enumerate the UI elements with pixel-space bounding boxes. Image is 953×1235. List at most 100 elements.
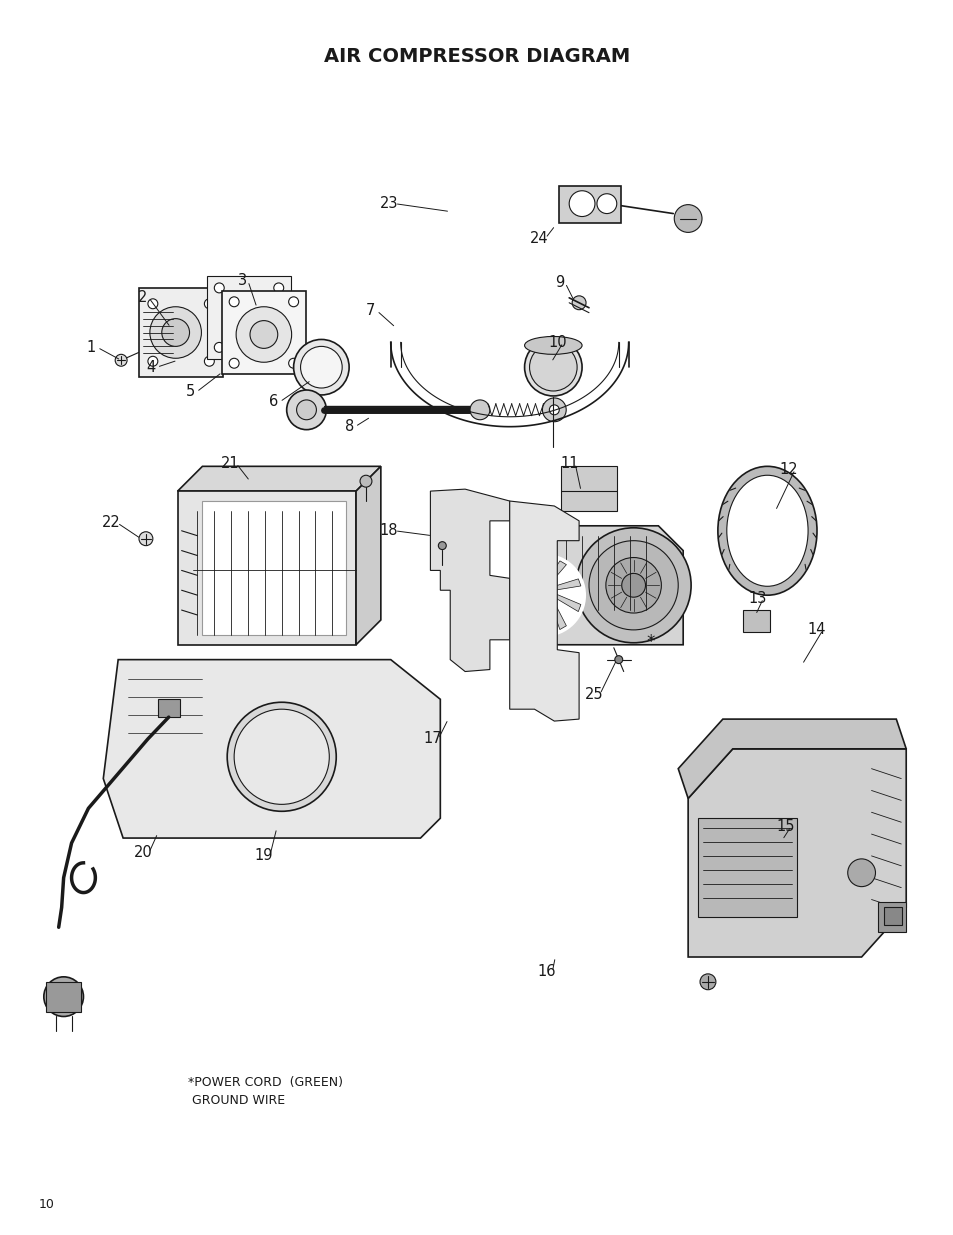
- Polygon shape: [513, 603, 540, 622]
- Circle shape: [588, 541, 678, 630]
- Text: 11: 11: [559, 456, 578, 471]
- Circle shape: [569, 190, 595, 216]
- Circle shape: [597, 194, 617, 214]
- Text: 13: 13: [747, 590, 766, 605]
- Bar: [139, 288, 223, 377]
- Text: 17: 17: [422, 731, 441, 746]
- Circle shape: [572, 296, 585, 310]
- Circle shape: [674, 205, 701, 232]
- Ellipse shape: [529, 343, 577, 391]
- Polygon shape: [543, 561, 566, 585]
- Text: 12: 12: [780, 462, 798, 477]
- Circle shape: [534, 585, 554, 605]
- Circle shape: [223, 291, 278, 347]
- Circle shape: [233, 709, 329, 804]
- Circle shape: [437, 542, 446, 550]
- Circle shape: [470, 400, 490, 420]
- Text: 15: 15: [775, 819, 794, 834]
- Circle shape: [359, 475, 372, 487]
- Text: 10: 10: [547, 335, 566, 350]
- Polygon shape: [534, 558, 541, 588]
- Circle shape: [204, 299, 214, 309]
- Circle shape: [229, 296, 239, 306]
- Text: 19: 19: [254, 848, 273, 863]
- Circle shape: [148, 299, 157, 309]
- Polygon shape: [103, 659, 440, 839]
- Circle shape: [621, 573, 645, 598]
- Text: 20: 20: [133, 846, 152, 861]
- Circle shape: [44, 977, 83, 1016]
- Ellipse shape: [726, 475, 807, 587]
- Ellipse shape: [524, 338, 581, 396]
- Circle shape: [139, 532, 152, 546]
- Circle shape: [214, 283, 224, 293]
- Ellipse shape: [524, 336, 581, 354]
- Text: 23: 23: [379, 196, 397, 211]
- Bar: [741, 610, 770, 632]
- Polygon shape: [355, 467, 380, 645]
- Bar: [878, 903, 905, 932]
- Polygon shape: [678, 719, 905, 798]
- Text: 24: 24: [530, 231, 548, 246]
- Circle shape: [700, 974, 715, 989]
- Text: 4: 4: [146, 359, 155, 374]
- Circle shape: [605, 557, 660, 613]
- Bar: [560, 467, 617, 511]
- Circle shape: [289, 358, 298, 368]
- Text: 1: 1: [87, 340, 96, 354]
- Circle shape: [229, 358, 239, 368]
- Text: *: *: [645, 632, 654, 651]
- Polygon shape: [506, 592, 536, 600]
- Text: AIR COMPRESSOR DIAGRAM: AIR COMPRESSOR DIAGRAM: [323, 47, 630, 67]
- Text: 14: 14: [807, 622, 825, 637]
- Polygon shape: [430, 489, 509, 672]
- Circle shape: [162, 319, 190, 346]
- Text: 22: 22: [102, 515, 120, 530]
- Polygon shape: [550, 579, 580, 590]
- Circle shape: [549, 405, 558, 415]
- Polygon shape: [550, 600, 566, 630]
- Text: 16: 16: [537, 965, 555, 979]
- Bar: [222, 291, 305, 374]
- Circle shape: [300, 346, 342, 388]
- Circle shape: [274, 342, 283, 352]
- Circle shape: [847, 858, 875, 887]
- Polygon shape: [46, 982, 81, 1011]
- Circle shape: [294, 340, 349, 395]
- Bar: [207, 275, 291, 359]
- Polygon shape: [687, 748, 905, 957]
- Text: 10: 10: [39, 1198, 54, 1212]
- Circle shape: [287, 390, 326, 430]
- Text: 6: 6: [269, 394, 278, 409]
- Circle shape: [250, 321, 277, 348]
- Polygon shape: [534, 604, 547, 632]
- Circle shape: [289, 296, 298, 306]
- Text: 3: 3: [237, 273, 247, 289]
- Text: 2: 2: [138, 290, 148, 305]
- Polygon shape: [177, 467, 380, 492]
- Polygon shape: [513, 568, 536, 594]
- Polygon shape: [202, 501, 346, 635]
- Circle shape: [539, 592, 548, 599]
- Text: 18: 18: [379, 524, 397, 538]
- Polygon shape: [177, 492, 355, 645]
- Circle shape: [214, 342, 224, 352]
- Text: 25: 25: [584, 687, 602, 701]
- Circle shape: [614, 656, 622, 663]
- Text: 8: 8: [344, 419, 354, 435]
- Circle shape: [204, 357, 214, 367]
- Text: *POWER CORD  (GREEN): *POWER CORD (GREEN): [188, 1076, 342, 1089]
- Bar: [558, 185, 620, 224]
- Circle shape: [115, 354, 127, 367]
- Circle shape: [274, 283, 283, 293]
- Bar: [883, 908, 902, 925]
- Text: 9: 9: [554, 275, 563, 290]
- Text: 21: 21: [221, 456, 239, 471]
- Circle shape: [576, 527, 690, 642]
- Text: GROUND WIRE: GROUND WIRE: [188, 1094, 284, 1107]
- Ellipse shape: [717, 467, 816, 595]
- Bar: [157, 699, 179, 718]
- Circle shape: [296, 400, 316, 420]
- Polygon shape: [509, 501, 578, 721]
- Text: 5: 5: [186, 384, 195, 399]
